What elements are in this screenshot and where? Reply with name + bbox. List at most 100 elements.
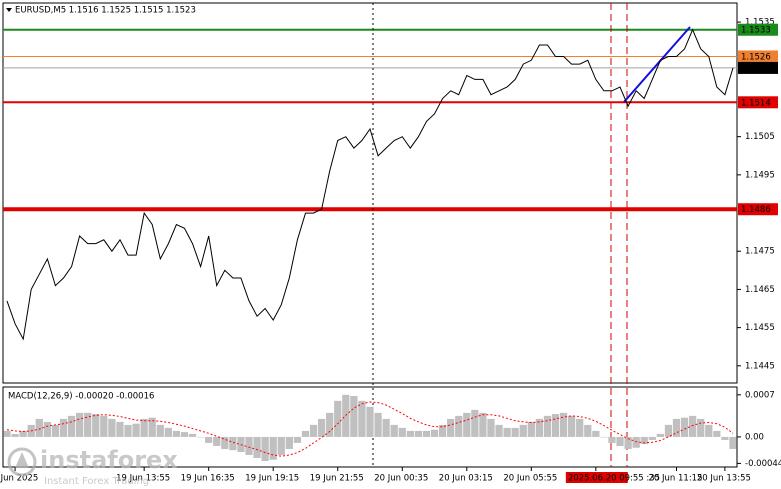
macd-y-tick-label: 0.00 [745,432,764,442]
x-tick-label: 20 Jun 03:15 [439,474,493,484]
level-label: 1.1533 [741,26,771,36]
macd-bar [495,424,503,437]
macd-bar [366,406,374,437]
x-tick-label: 20 Jun 11:15 [649,474,703,484]
macd-bar [479,412,487,437]
macd-bar [455,415,463,437]
macd-bar [164,427,172,437]
macd-bar [721,436,729,440]
macd-bar [624,436,632,449]
macd-bar [156,424,164,437]
macd-bar [729,436,737,449]
macd-y-tick-label: 0.0007 [745,390,775,400]
macd-bar [196,436,205,438]
macd-y-tick-label: -0.00044 [745,459,781,469]
macd-bar [689,415,697,437]
macd-bar [406,430,414,437]
macd-bar [471,409,479,437]
macd-bar [390,424,398,437]
level-label-box [738,61,778,74]
macd-bar [559,412,568,437]
y-tick-label: 1.1475 [745,247,775,257]
macd-bar [342,394,350,437]
macd-bar [180,432,189,437]
macd-bar [11,433,19,437]
macd-bar [261,436,269,461]
macd-bar [543,415,552,437]
symbol-menu-arrow [6,8,12,12]
macd-bar [648,436,656,440]
y-tick-label: 1.1505 [745,132,775,142]
macd-bar [51,424,60,437]
watermark-tagline: Instant Forex Trading [44,476,149,487]
macd-bar [116,421,124,437]
macd-bar [3,430,11,437]
level-label: 1.1526 [741,52,771,62]
x-tick-label: 20 Jun 13:55 [697,474,751,484]
x-tick-label: 19 Jun 2025 [0,474,38,484]
macd-bar [656,433,665,437]
macd-bar [221,436,229,449]
y-tick-label: 1.1445 [745,361,775,371]
macd-bar [100,415,108,437]
macd-bar [132,423,140,437]
x-tick-label: 19 Jun 16:35 [181,474,235,484]
x-tick-label: 2025.06.20 09:55 :35 [568,474,660,484]
macd-bar [422,430,431,437]
macd-bar [309,424,318,437]
macd-bar [172,430,181,437]
macd-bar [697,418,705,437]
main-frame [2,2,738,384]
macd-bar [503,427,511,437]
macd-bar [253,436,261,458]
level-label: 1.1523 [741,64,771,74]
macd-bar [140,418,148,437]
main-title: EURUSD,M5 1.1516 1.1525 1.1515 1.1523 [15,6,196,16]
y-tick-label: 1.1455 [745,323,775,333]
macd-bar [664,424,673,437]
macd-bar [382,418,390,437]
macd-bar [584,424,592,437]
macd-bar [592,430,600,437]
macd-bar [334,400,342,437]
y-tick-label: 1.1495 [745,170,775,180]
logo-icon [15,452,29,468]
level-label: 1.1486 [741,205,771,215]
macd-bar [124,424,132,437]
x-tick-label: 19 Jun 19:15 [245,474,299,484]
macd-bar [213,436,221,446]
macd-bar [43,421,51,437]
macd-bar [301,430,310,437]
x-tick-label: 19 Jun 13:55 [116,474,170,484]
trend-line [623,26,691,103]
watermark-brand: instaforex [40,446,178,474]
macd-bar [59,418,68,437]
y-tick-label: 1.1465 [745,285,775,295]
watermark: instaforex Instant Forex Trading [7,446,178,487]
macd-title: MACD(12,26,9) -0.00020 -0.00016 [8,392,154,402]
level-label-box [738,203,778,216]
macd-bar [19,430,27,437]
macd-bar [108,418,116,437]
macd-bar [188,433,197,437]
macd-frame [2,386,738,468]
macd-bar [326,412,334,437]
macd-bar [438,424,447,437]
macd-bar [277,436,285,455]
macd-bar [205,436,213,443]
x-tick-label: 20 Jun 05:55 [503,474,557,484]
macd-bar [358,400,366,437]
x-tick-label: 20 Jun 00:35 [374,474,428,484]
macd-bar [430,429,439,437]
macd-bar [519,424,527,437]
macd-bar [680,417,689,437]
macd-bar [293,436,302,443]
macd-bar [67,415,76,437]
macd-bar [398,427,406,437]
macd-bar [600,436,608,438]
macd-bar [84,412,92,437]
macd-bar [568,415,576,437]
macd-bar [576,418,584,437]
x-highlight-box [565,472,628,483]
